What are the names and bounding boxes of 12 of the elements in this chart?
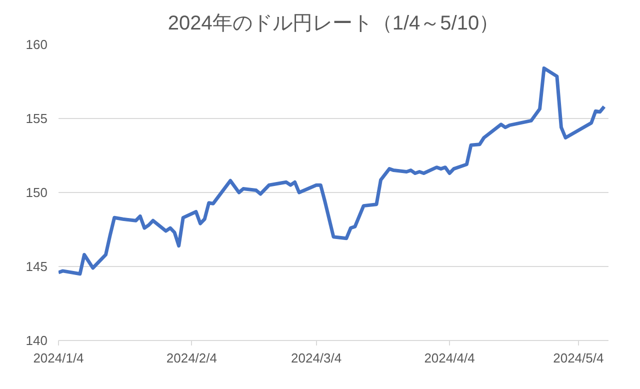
y-tick-label: 150 xyxy=(26,185,48,200)
x-tick-label: 2024/4/4 xyxy=(424,350,475,366)
y-tick-label: 160 xyxy=(26,37,48,52)
line-series xyxy=(58,66,606,276)
x-tick-label: 2024/2/4 xyxy=(166,350,218,366)
x-tick-label: 2024/1/4 xyxy=(33,350,84,366)
x-tick-label: 2024/3/4 xyxy=(291,350,342,366)
y-tick-label: 155 xyxy=(26,111,48,126)
y-tick-label: 140 xyxy=(26,333,48,348)
chart-title: 2024年のドル円レート（1/4～5/10） xyxy=(168,12,500,34)
x-tick-label: 2024/5/4 xyxy=(553,350,604,366)
y-tick-label: 145 xyxy=(26,259,48,274)
